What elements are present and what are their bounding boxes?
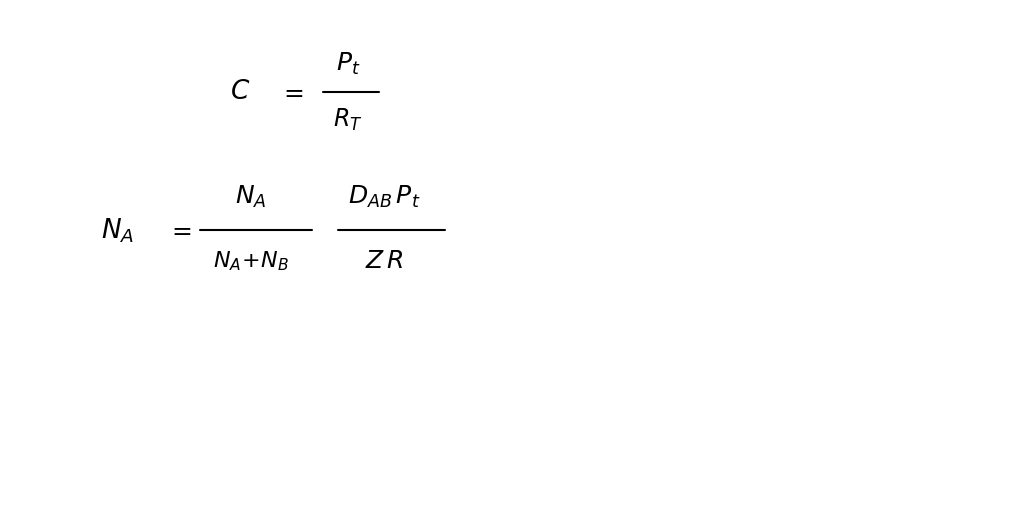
Text: $=$: $=$ [280, 80, 304, 104]
Text: $N_A\!+\!N_B$: $N_A\!+\!N_B$ [213, 249, 289, 273]
Text: $R_T$: $R_T$ [334, 107, 362, 134]
Text: $Z\,R$: $Z\,R$ [365, 249, 403, 273]
Text: $=$: $=$ [167, 219, 191, 242]
Text: $P_t$: $P_t$ [336, 51, 360, 77]
Text: $N_A$: $N_A$ [236, 184, 266, 210]
Text: $C$: $C$ [230, 79, 251, 105]
Text: $N_A$: $N_A$ [101, 216, 134, 245]
Text: $D_{AB}\,P_t$: $D_{AB}\,P_t$ [348, 184, 420, 210]
